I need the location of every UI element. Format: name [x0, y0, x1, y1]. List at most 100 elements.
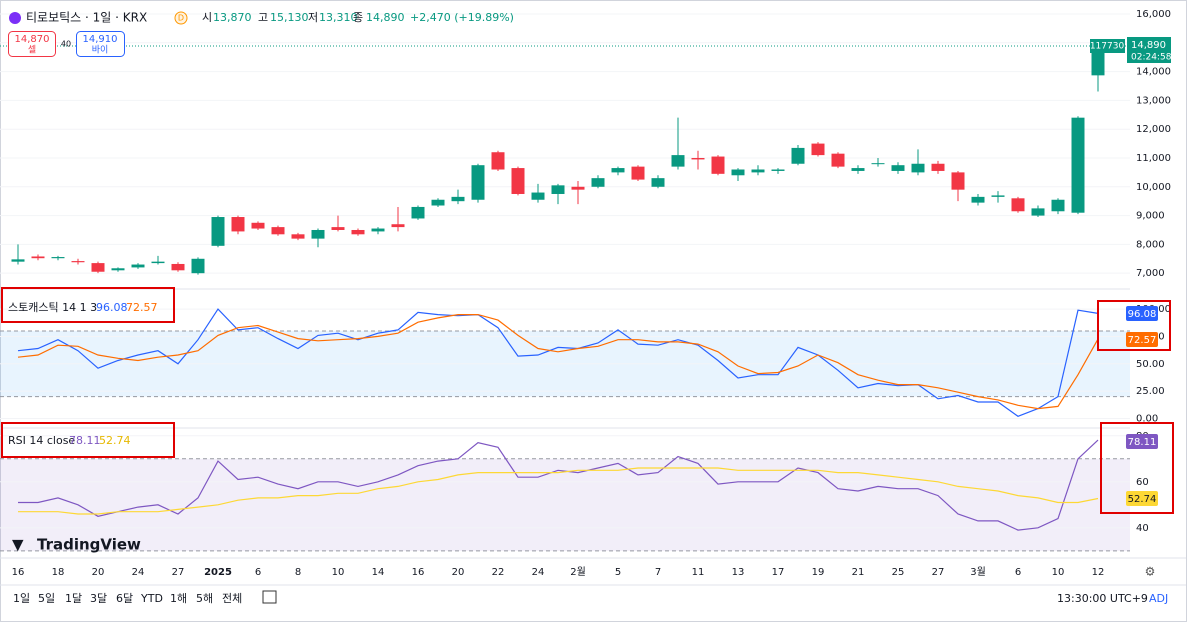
candle-body	[191, 258, 205, 274]
logo: TradingView	[37, 536, 141, 554]
candle-body	[491, 152, 505, 170]
candle-body	[991, 195, 1005, 197]
highlight	[1100, 422, 1174, 514]
x-tick-label: 17	[772, 567, 785, 578]
series-line	[18, 467, 1099, 515]
candle-body	[111, 268, 125, 271]
candle-body	[551, 185, 565, 194]
candle-body	[911, 163, 925, 173]
buy-label[interactable]: 바이	[92, 45, 109, 56]
y-tick-label: 60	[1136, 477, 1149, 488]
y-tick-label: 16,000	[1136, 9, 1171, 20]
range-button[interactable]: 5해	[196, 591, 213, 605]
candle-body	[831, 153, 845, 167]
candle-body	[131, 264, 145, 268]
x-tick-label: 19	[812, 567, 825, 578]
x-tick-label: 6	[255, 567, 261, 578]
x-tick-label: 24	[132, 567, 145, 578]
candle-body	[851, 168, 865, 171]
axis-value-box	[1126, 332, 1158, 347]
indicator-value: 96.08	[96, 301, 128, 314]
badge-text: D	[178, 14, 184, 23]
ohlc-label: 종	[353, 11, 363, 24]
range-button[interactable]: 전체	[222, 592, 242, 605]
candle-body	[71, 261, 85, 263]
x-tick-label: 18	[52, 567, 65, 578]
panes: 7,000 8,000 9,000 10,000 11,000 12,000 13,000 1…	[0, 9, 1171, 578]
highlight	[1, 422, 175, 458]
y-tick-label: 8,000	[1136, 239, 1165, 250]
candle-body	[871, 163, 885, 165]
indicator-title: 스토캐스틱 14 1 3	[8, 301, 97, 314]
range-button[interactable]: 6달	[116, 592, 133, 605]
y-tick-label: 10,000	[1136, 182, 1171, 193]
axis-value: 96.08	[1128, 309, 1157, 320]
x-tick-label: 16	[412, 567, 425, 578]
candle-body	[971, 196, 985, 203]
x-tick-label: 24	[532, 567, 545, 578]
axis-value-box	[1126, 434, 1158, 449]
candle-body	[371, 228, 385, 232]
axis-value-box	[1126, 491, 1158, 506]
candle-body	[331, 227, 345, 230]
y-tick-label: 12,000	[1136, 124, 1171, 135]
highlight	[1097, 300, 1171, 351]
candle-body	[1091, 45, 1105, 76]
ohlc-label: 시	[202, 11, 212, 24]
sell-price[interactable]: 14,870	[15, 34, 50, 45]
y-tick-label: 14,000	[1136, 67, 1171, 78]
indicator-value: 72.57	[126, 301, 158, 314]
price-tag-text: 14,890	[1131, 40, 1166, 51]
range-button[interactable]: 1달	[65, 592, 82, 605]
highlight	[1, 287, 175, 323]
range-button[interactable]: 5일	[38, 591, 55, 605]
y-tick-label: 40	[1136, 523, 1149, 534]
range-button[interactable]: 1해	[170, 591, 187, 605]
x-tick-label: 8	[295, 567, 301, 578]
x-tick-label: 10	[1052, 567, 1065, 578]
spread: 40	[61, 40, 71, 49]
candle-body	[611, 168, 625, 173]
x-tick-label: 12	[1092, 567, 1105, 578]
volume-tag	[1090, 39, 1125, 53]
x-tick-label: 22	[492, 567, 505, 578]
range-button[interactable]: 3달	[90, 592, 107, 605]
ohlc-value: 13,870	[213, 11, 252, 24]
sell-button[interactable]	[8, 31, 56, 57]
x-tick-label: 2025	[204, 567, 232, 578]
calendar-icon[interactable]	[262, 590, 277, 604]
countdown: 02:24:58	[1131, 53, 1172, 63]
range-button[interactable]: YTD	[140, 592, 163, 605]
badge	[174, 11, 188, 25]
x-tick-label: 3월	[970, 566, 986, 578]
axis-value: 52.74	[1128, 494, 1157, 505]
adj[interactable]: ADJ	[1149, 592, 1168, 605]
candle-body	[1051, 199, 1065, 212]
candle-body	[291, 234, 305, 239]
volume-tag-text: 117730	[1090, 42, 1125, 52]
candle-body	[511, 168, 525, 194]
sell-label[interactable]: 셀	[28, 45, 36, 56]
series-line	[18, 439, 1099, 531]
candle-body	[251, 222, 265, 229]
series-line	[17, 314, 1099, 410]
buy-price[interactable]: 14,910	[83, 34, 118, 45]
x-tick-label: 20	[92, 567, 105, 578]
candle-body	[91, 263, 105, 272]
y-tick-label: 25.00	[1136, 386, 1165, 397]
settings-icon[interactable]: ⚙	[1145, 565, 1156, 579]
x-tick-label: 27	[172, 567, 185, 578]
ohlc-value: 14,890	[366, 11, 405, 24]
range-button[interactable]: 1일	[13, 591, 30, 605]
y-tick-label: 7,000	[1136, 268, 1165, 279]
x-tick-label: 6	[1015, 567, 1021, 578]
candle-body	[171, 263, 185, 271]
buy-button[interactable]	[76, 31, 125, 57]
candle-body	[351, 229, 365, 235]
x-tick-label: 11	[692, 567, 705, 578]
candle-body	[11, 259, 25, 262]
x-tick-label: 21	[852, 567, 865, 578]
y-tick-label: 50.00	[1136, 359, 1165, 370]
indicator-value: 52.74	[99, 434, 131, 447]
